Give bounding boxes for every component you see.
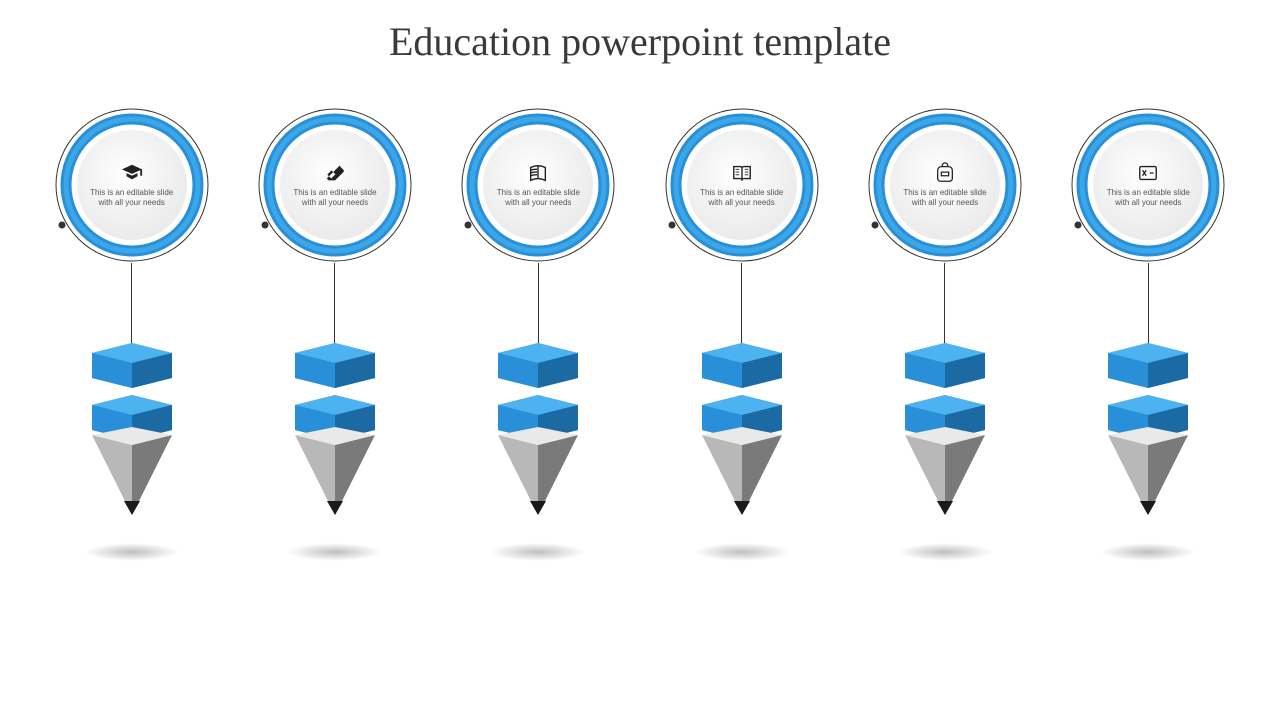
item-text: This is an editable slide with all your … <box>493 188 583 209</box>
pencil-shape <box>895 343 995 543</box>
infographic-item: This is an editable slide with all your … <box>245 105 425 543</box>
books-icon <box>527 162 549 184</box>
pencil-shadow <box>1101 543 1196 561</box>
connector-line <box>131 263 132 343</box>
item-text: This is an editable slide with all your … <box>697 188 787 209</box>
infographic-item: This is an editable slide with all your … <box>42 105 222 543</box>
pencil-shape <box>285 343 385 543</box>
pencil-shadow <box>491 543 586 561</box>
item-text: This is an editable slide with all your … <box>87 188 177 209</box>
pencil-shadow <box>897 543 992 561</box>
circle-orbit: This is an editable slide with all your … <box>662 105 822 265</box>
circle-content: This is an editable slide with all your … <box>687 130 797 240</box>
slate-icon <box>1137 162 1159 184</box>
connector-line <box>334 263 335 343</box>
circle-orbit: This is an editable slide with all your … <box>458 105 618 265</box>
circle-content: This is an editable slide with all your … <box>483 130 593 240</box>
infographic-item: This is an editable slide with all your … <box>1058 105 1238 543</box>
infographic-item: This is an editable slide with all your … <box>448 105 628 543</box>
item-text: This is an editable slide with all your … <box>900 188 990 209</box>
page-title: Education powerpoint template <box>0 0 1280 65</box>
connector-line <box>1148 263 1149 343</box>
eraser-icon <box>324 162 346 184</box>
item-text: This is an editable slide with all your … <box>290 188 380 209</box>
items-row: This is an editable slide with all your … <box>0 65 1280 543</box>
infographic-item: This is an editable slide with all your … <box>652 105 832 543</box>
circle-orbit: This is an editable slide with all your … <box>52 105 212 265</box>
infographic-item: This is an editable slide with all your … <box>855 105 1035 543</box>
pencil-shape <box>692 343 792 543</box>
circle-content: This is an editable slide with all your … <box>890 130 1000 240</box>
circle-orbit: This is an editable slide with all your … <box>255 105 415 265</box>
open-book-icon <box>731 162 753 184</box>
circle-content: This is an editable slide with all your … <box>1093 130 1203 240</box>
circle-content: This is an editable slide with all your … <box>77 130 187 240</box>
connector-line <box>944 263 945 343</box>
connector-line <box>741 263 742 343</box>
circle-orbit: This is an editable slide with all your … <box>865 105 1025 265</box>
connector-line <box>538 263 539 343</box>
backpack-icon <box>934 162 956 184</box>
item-text: This is an editable slide with all your … <box>1103 188 1193 209</box>
pencil-shape <box>82 343 182 543</box>
graduation-cap-icon <box>121 162 143 184</box>
pencil-shape <box>488 343 588 543</box>
circle-content: This is an editable slide with all your … <box>280 130 390 240</box>
pencil-shadow <box>694 543 789 561</box>
pencil-shadow <box>84 543 179 561</box>
pencil-shadow <box>287 543 382 561</box>
pencil-shape <box>1098 343 1198 543</box>
circle-orbit: This is an editable slide with all your … <box>1068 105 1228 265</box>
